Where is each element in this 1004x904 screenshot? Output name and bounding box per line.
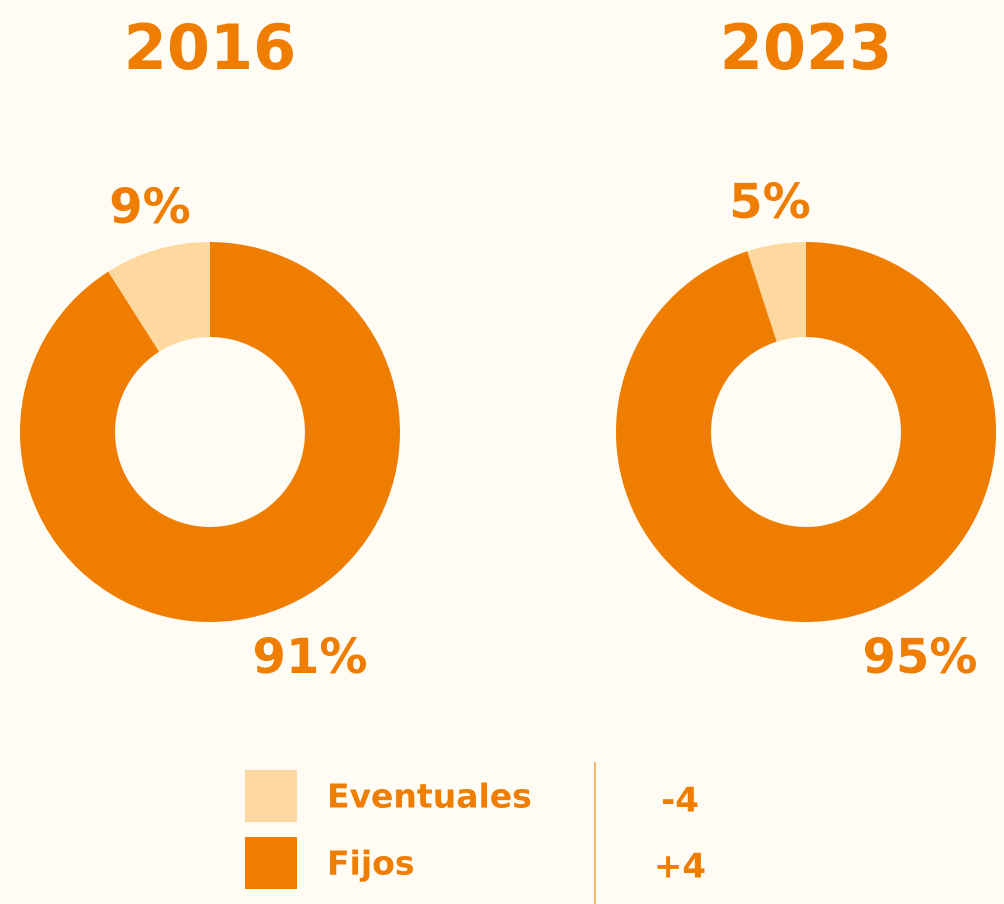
donut-slice — [108, 242, 210, 352]
donut-slice — [616, 242, 996, 623]
value-label: 9% — [109, 179, 191, 235]
donut-slice — [747, 242, 806, 342]
value-label: 95% — [863, 629, 978, 685]
legend-swatch — [245, 770, 297, 822]
legend-swatch — [245, 837, 297, 889]
legend-label: Eventuales — [327, 777, 532, 816]
value-label: 91% — [253, 629, 368, 685]
chart-title: 2016 — [124, 11, 297, 84]
difference: +4 — [654, 847, 706, 887]
legend-label: Fijos — [327, 844, 414, 883]
difference: -4 — [661, 781, 699, 821]
chart-title: 2023 — [720, 11, 893, 84]
value-label: 5% — [729, 174, 811, 230]
donut-slice — [19, 242, 400, 622]
